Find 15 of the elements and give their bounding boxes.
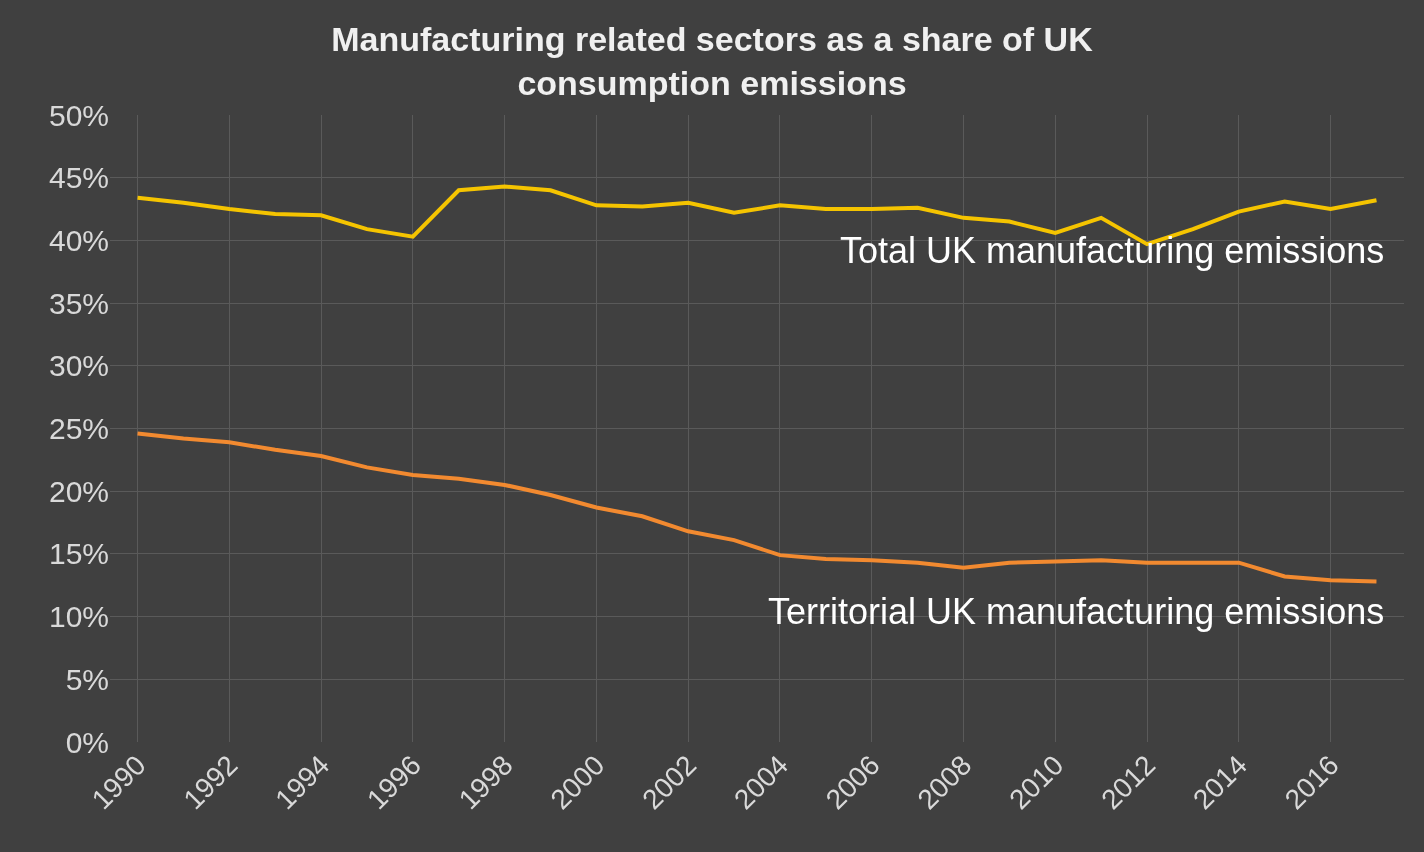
y-tick-label: 15% <box>48 537 109 571</box>
series-label: Territorial UK manufacturing emissions <box>768 591 1385 632</box>
y-tick-label: 10% <box>48 600 109 634</box>
y-tick-label: 50% <box>48 98 109 132</box>
line-series <box>135 431 1379 584</box>
series-label: Total UK manufacturing emissions <box>840 230 1385 271</box>
y-tick-label: 45% <box>48 161 109 195</box>
y-tick-label: 0% <box>65 725 109 759</box>
y-tick-label: 40% <box>48 223 109 257</box>
y-tick-label: 20% <box>48 474 109 508</box>
chart-title: Manufacturing related sectors as a share of UK consumption emissions <box>331 20 1094 103</box>
y-tick-label: 5% <box>65 662 109 696</box>
y-tick-label: 30% <box>48 349 109 383</box>
y-tick-label: 25% <box>48 412 109 445</box>
y-tick-label: 35% <box>48 286 109 320</box>
